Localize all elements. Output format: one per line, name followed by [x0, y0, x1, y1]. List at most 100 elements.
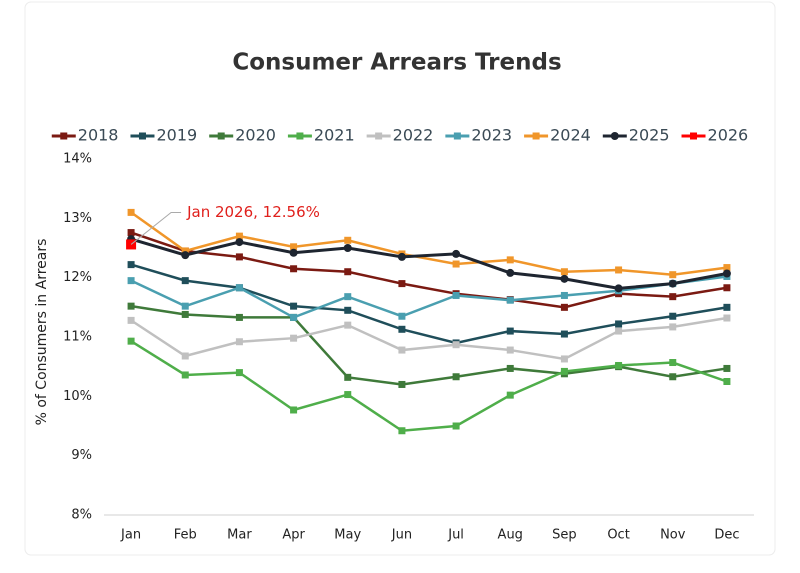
x-tick-label: Mar	[227, 528, 252, 543]
point	[343, 244, 352, 252]
point	[127, 261, 135, 269]
series	[127, 235, 731, 293]
point	[344, 391, 352, 399]
point	[668, 279, 677, 288]
point	[506, 327, 514, 335]
legend-label: 2025	[629, 126, 670, 145]
point	[344, 236, 352, 244]
legend-marker	[375, 132, 383, 140]
point	[235, 338, 243, 346]
point	[290, 313, 298, 321]
point	[344, 293, 352, 301]
point	[506, 364, 514, 372]
point	[723, 314, 731, 322]
point	[452, 422, 460, 430]
line	[130, 275, 728, 319]
point	[723, 378, 731, 385]
legend-label: 2018	[78, 126, 119, 145]
point	[127, 302, 135, 310]
x-tick-label: Jul	[447, 528, 464, 543]
point	[723, 284, 731, 292]
legend-label: 2022	[393, 126, 434, 145]
point	[506, 296, 514, 304]
point	[560, 268, 568, 276]
x-tick-label: Dec	[714, 528, 739, 543]
point	[669, 323, 677, 331]
legend-label: 2026	[708, 126, 749, 145]
series	[127, 314, 731, 363]
point	[723, 264, 731, 272]
point	[127, 277, 135, 285]
legend-marker	[138, 132, 146, 140]
series	[127, 337, 731, 435]
legend-marker	[610, 132, 619, 140]
legend-marker	[453, 132, 461, 140]
annotation-leader	[130, 211, 182, 245]
point	[344, 268, 352, 276]
line	[130, 340, 728, 433]
legend: 2018 2019 2020 2021 2022 2023 2024 2025 2026	[51, 126, 749, 145]
annotation: Jan 2026, 12.56%	[186, 203, 320, 221]
legend-label: 2020	[235, 126, 276, 145]
card	[24, 1, 776, 556]
point	[290, 265, 298, 273]
point	[344, 321, 352, 329]
point	[615, 361, 623, 369]
point	[723, 303, 731, 311]
line	[130, 304, 728, 386]
point	[669, 359, 677, 367]
point	[181, 302, 189, 310]
point	[235, 253, 243, 261]
point	[398, 312, 406, 320]
chart-title: Consumer Arrears Trends	[232, 50, 561, 76]
point	[127, 208, 135, 216]
point	[235, 238, 244, 247]
legend-marker	[296, 132, 304, 140]
line	[130, 237, 728, 290]
point	[127, 337, 135, 345]
point	[560, 303, 568, 311]
y-tick-label: 12%	[63, 270, 92, 285]
point	[669, 293, 677, 301]
legend-label: 2024	[550, 126, 591, 145]
point	[181, 310, 189, 318]
point	[398, 325, 406, 333]
point	[181, 371, 189, 379]
point	[235, 232, 243, 240]
point	[452, 373, 460, 381]
x-tick-label: Jun	[391, 528, 412, 543]
line	[130, 211, 728, 276]
point	[181, 247, 189, 255]
legend-marker	[532, 132, 540, 140]
point	[235, 313, 243, 321]
point	[560, 367, 568, 375]
y-tick-label: 14%	[63, 152, 92, 167]
point	[452, 249, 461, 258]
point	[127, 229, 135, 237]
point	[560, 274, 569, 283]
point	[398, 280, 406, 288]
point	[506, 346, 514, 354]
point	[614, 284, 623, 293]
point	[452, 291, 460, 299]
point	[669, 271, 677, 279]
point	[398, 346, 406, 354]
point	[397, 252, 406, 261]
point	[452, 341, 460, 349]
point	[181, 352, 189, 360]
point	[452, 260, 460, 268]
point	[398, 427, 406, 435]
y-tick-label: 13%	[63, 211, 92, 226]
point	[181, 277, 189, 285]
legend-label: 2023	[471, 126, 512, 145]
point	[289, 248, 298, 257]
point	[506, 256, 514, 264]
point	[615, 320, 623, 328]
point	[290, 406, 298, 414]
x-tick-label: May	[334, 528, 361, 543]
point	[560, 291, 568, 299]
point	[290, 334, 298, 342]
y-tick-label: 10%	[63, 389, 92, 404]
y-axis-label: % of Consumers in Arrears	[34, 239, 50, 426]
